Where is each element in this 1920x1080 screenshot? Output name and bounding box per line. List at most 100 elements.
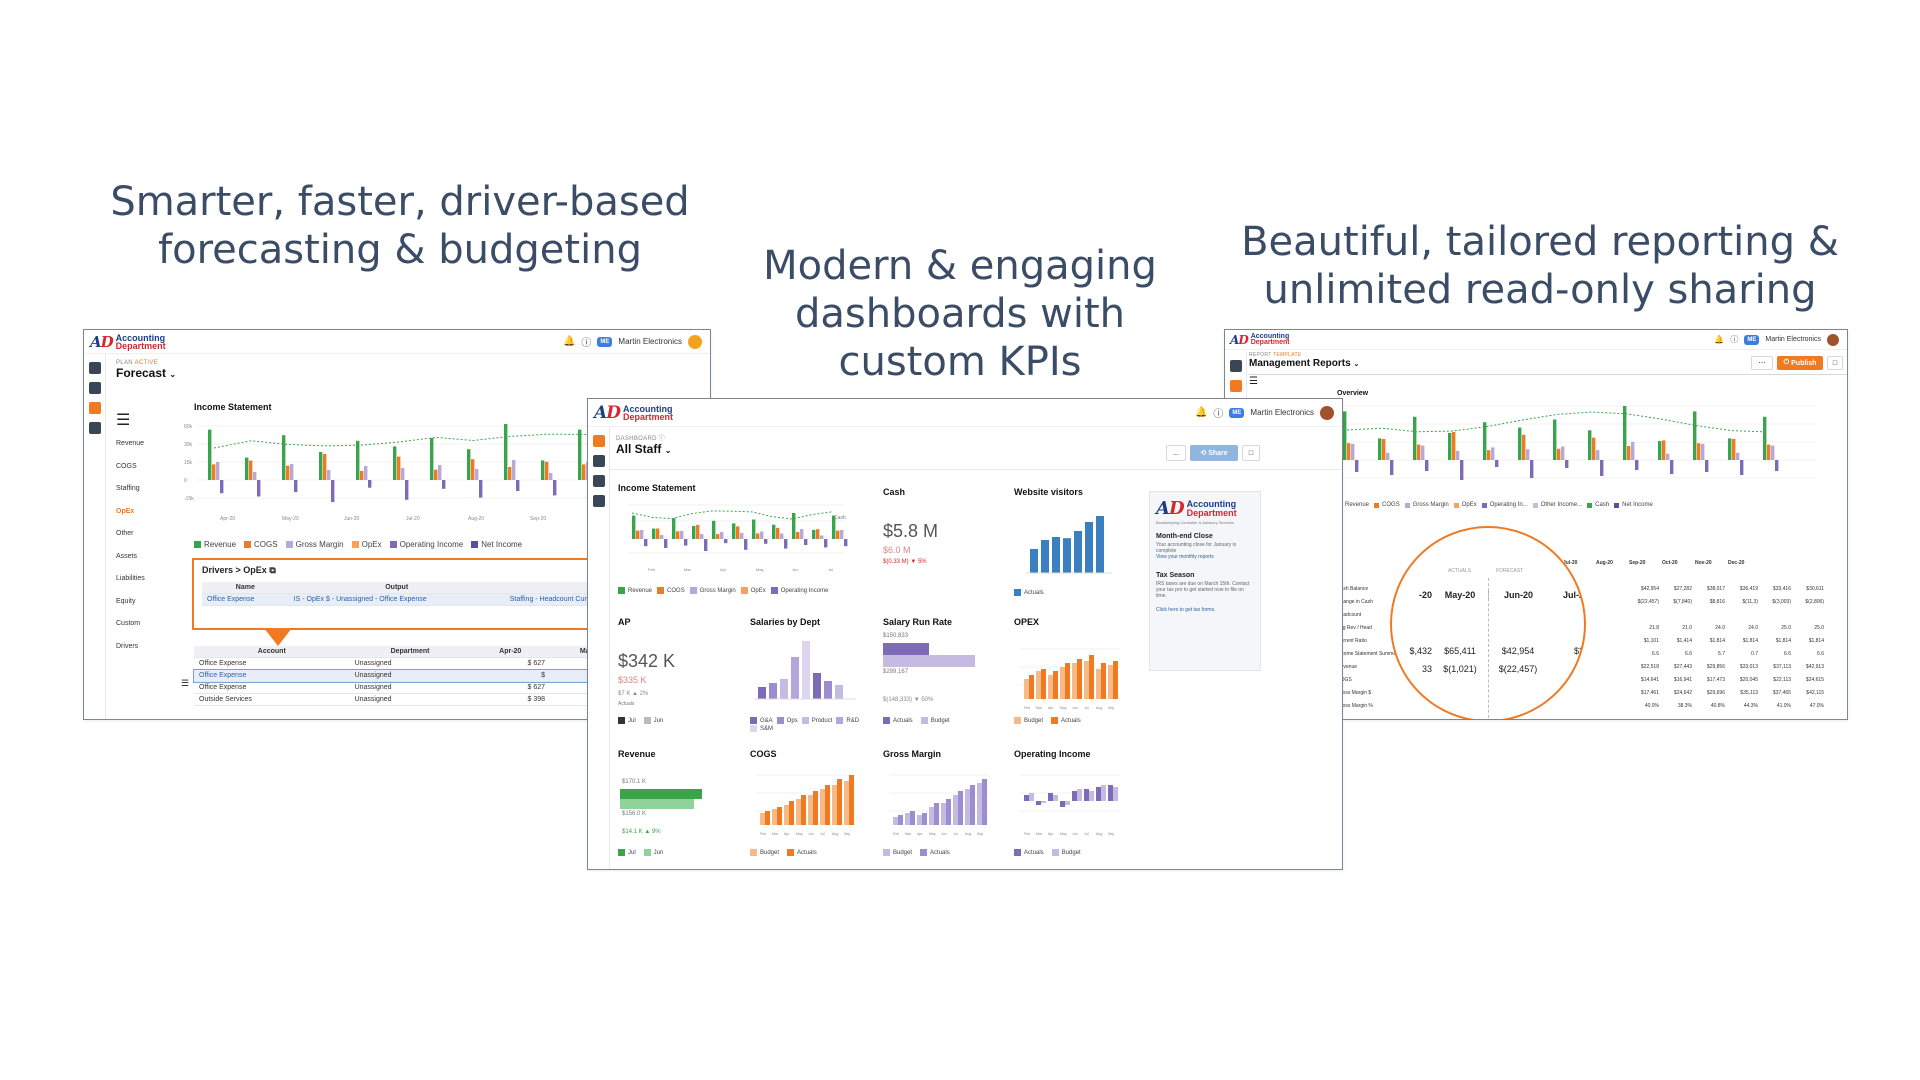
dashboard-screenshot: AD Accounting Department 🔔 ⓘ ME Martin El… [587,398,1343,870]
user-avatar[interactable] [1320,405,1334,420]
user-avatar[interactable] [1827,333,1839,346]
tax-link[interactable]: Click here to get tax forms. [1156,607,1216,613]
legend-item[interactable]: OpEx [1453,502,1477,508]
chevron-down-icon[interactable]: ⌄ [664,446,672,455]
table-cell[interactable]: Office Expense [194,681,350,694]
table-cell[interactable]: Office Expense [194,669,350,682]
chevron-down-icon[interactable]: ⌄ [1353,361,1360,368]
help-icon[interactable]: ⓘ [1730,335,1739,344]
menu-item-liabilities[interactable]: Liabilities [116,575,145,582]
legend-net-income[interactable]: Net Income [471,540,522,549]
legend-item[interactable]: COGS [1374,502,1400,508]
breadcrumb-drivers[interactable]: Drivers [202,565,234,575]
rp-bar-12-3 [1775,460,1779,471]
gear-icon[interactable] [593,495,605,507]
menu-item-cogs[interactable]: COGS [116,462,137,470]
share-button[interactable]: ⟲ Share [1190,445,1238,461]
help-icon[interactable]: ⓘ [581,338,592,349]
table-cell[interactable]: $ 627 [470,681,551,694]
table-cell[interactable]: Office Expense [194,657,350,670]
legend-operating-income[interactable]: Operating Income [770,587,828,594]
gear-icon[interactable] [89,422,101,434]
legend-product[interactable]: Product [801,717,832,724]
bell-icon[interactable]: 🔔 [1194,407,1208,418]
table-header-1[interactable]: Department [349,646,471,658]
bell-icon[interactable]: 🔔 [562,336,576,347]
user-avatar[interactable] [688,334,702,349]
opex-x-5: Jul [1084,706,1089,710]
legend-cogs[interactable]: COGS [244,540,278,549]
menu-item-equity[interactable]: Equity [116,597,136,605]
legend-item[interactable]: Gross Margin [1404,502,1449,508]
rp-bar-5-1 [1522,434,1526,460]
table-cell[interactable]: Outside Services [194,693,350,706]
gm-a-0 [893,817,898,825]
drag-handle-icon[interactable]: ☰ [181,678,190,688]
oi-b-0 [1029,793,1034,801]
hamburger-icon[interactable]: ☰ [1249,376,1258,387]
report-icon[interactable] [1230,380,1242,392]
more-button[interactable]: ... [1166,445,1186,461]
hamburger-icon[interactable]: ☰ [116,412,131,429]
opex-b-0 [1029,675,1034,699]
legend-sm[interactable]: S&M [750,725,773,732]
legend-item[interactable]: Other Income... [1532,502,1582,508]
legend-item[interactable]: Net Income [1614,502,1653,508]
table-header-0[interactable]: Account [194,646,350,658]
company-name[interactable]: Martin Electronics [618,337,682,346]
db-is-bar-6-1 [756,533,760,539]
legend-gross-margin[interactable]: Gross Margin [689,587,736,594]
menu-item-staffing[interactable]: Staffing [116,485,140,492]
comment-button[interactable]: □ [1242,445,1260,461]
dashboard-icon[interactable] [1230,360,1242,372]
legend-opex[interactable]: OpEx [740,587,766,594]
cogs-a-5 [820,789,825,825]
help-icon[interactable]: ⓘ [1213,409,1224,420]
legend-revenue[interactable]: Revenue [194,540,236,549]
legend-item[interactable]: Cash [1587,502,1609,508]
comment-button[interactable]: □ [1827,356,1843,370]
table-header-2[interactable]: Apr-20 [470,646,551,658]
report-icon[interactable] [89,382,101,394]
menu-item-custom[interactable]: Custom [116,620,141,627]
legend-revenue[interactable]: Revenue [618,587,652,594]
table-cell[interactable]: Unassigned [349,657,471,670]
month-end-link[interactable]: View your monthly reports [1156,554,1214,560]
card-opex-title: OPEX [1014,617,1040,627]
menu-item-drivers[interactable]: Drivers [116,642,139,650]
company-name[interactable]: Martin Electronics [1765,336,1821,343]
menu-item-other[interactable]: Other [116,530,134,537]
company-name[interactable]: Martin Electronics [1250,408,1314,417]
legend-rd[interactable]: R&D [836,717,859,724]
table-cell[interactable]: Unassigned [349,681,471,694]
table-cell[interactable]: Unassigned [349,693,471,706]
bell-icon[interactable]: 🔔 [1714,335,1725,344]
report-cell: $(3,003) [1772,599,1791,605]
legend-ga[interactable]: G&A [750,717,773,724]
table-cell[interactable]: $ 627 [470,657,551,670]
report-icon[interactable] [593,455,605,467]
forecast-trend-icon[interactable] [593,475,605,487]
menu-item-revenue[interactable]: Revenue [116,440,145,447]
table-cell[interactable]: $ [470,669,551,682]
legend-ops[interactable]: Ops [776,717,798,724]
menu-item-opex[interactable]: OpEx [116,507,135,515]
table-cell[interactable]: Unassigned [349,669,471,682]
legend-operating-income[interactable]: Operating Income [389,540,463,549]
legend-cogs[interactable]: COGS [657,587,685,594]
more-button[interactable]: ⋯ [1751,356,1773,370]
external-link-icon[interactable]: ⧉ [269,565,276,575]
dashboard-icon[interactable] [89,362,101,374]
legend-item[interactable]: Operating In... [1481,502,1528,508]
table-cell[interactable]: $ 398 [470,693,551,706]
dashboard-icon[interactable] [593,435,605,447]
publish-button[interactable]: ⏻ Publish [1777,356,1823,370]
legend-opex[interactable]: OpEx [351,540,382,549]
cogs-b-4 [813,791,818,825]
forecast-trend-icon[interactable] [89,402,101,414]
menu-item-assets[interactable]: Assets [116,552,138,560]
chevron-down-icon[interactable]: ⌄ [169,370,177,379]
report-cell: $22,113 [1773,677,1791,683]
legend-gross-margin[interactable]: Gross Margin [285,540,344,549]
